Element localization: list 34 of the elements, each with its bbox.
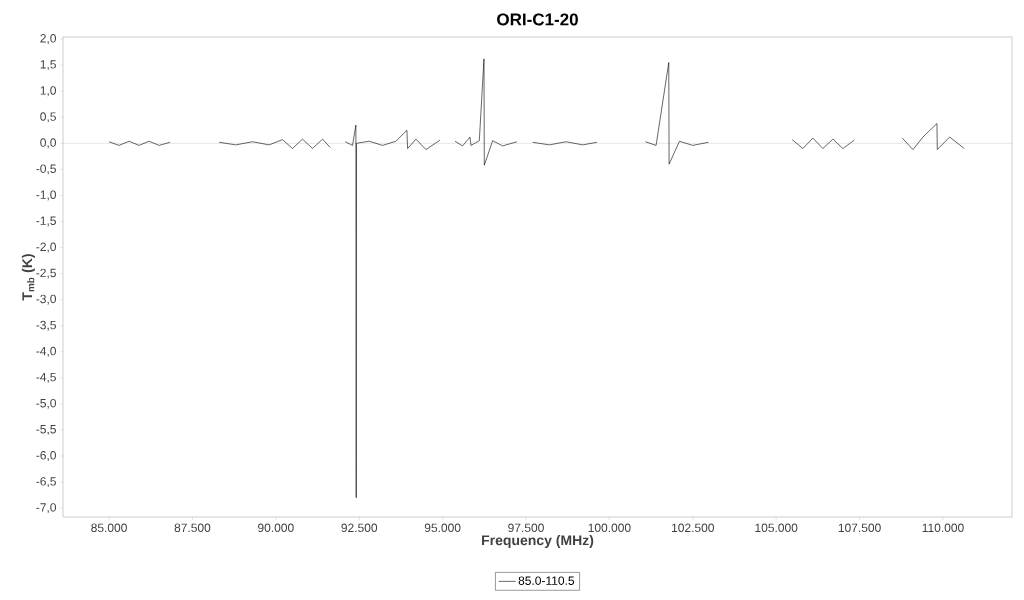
x-tick-label: 110.000 — [922, 523, 964, 533]
x-tick-label: 85.000 — [91, 523, 127, 533]
y-tick-label: -4,5 — [36, 372, 56, 383]
y-tick-label: 0,0 — [40, 138, 57, 149]
y-tick-label: -5,5 — [36, 425, 56, 435]
x-tick-label: 105.000 — [755, 523, 798, 533]
y-tick-label: -0,5 — [36, 164, 56, 175]
x-tick-label: 90.000 — [258, 523, 294, 533]
y-tick-label: -6,0 — [36, 451, 57, 461]
y-tick-label: 1,0 — [40, 86, 57, 97]
y-tick-label: 2,0 — [40, 34, 57, 45]
x-tick-label: 97.500 — [508, 523, 544, 533]
x-axis-title: Frequency (MHz) — [482, 534, 594, 548]
y-tick-label: -3,5 — [36, 320, 56, 331]
y-tick-label: -1,0 — [36, 190, 57, 201]
chart-title: ORI-C1-20 — [497, 13, 578, 26]
y-tick-label: -5,0 — [36, 398, 57, 409]
legend-label: 85.0-110.5 — [518, 576, 575, 585]
y-tick-label: -1,5 — [36, 216, 56, 227]
x-tick-label: 100.000 — [588, 523, 631, 533]
y-axis-title: T$_{mb}$ (K) — [21, 254, 35, 301]
x-tick-label: 102.500 — [672, 523, 714, 533]
x-tick-label: 92.500 — [341, 523, 378, 533]
y-tick-label: -2,0 — [36, 242, 57, 253]
y-tick-label: 0,5 — [40, 112, 56, 123]
x-tick-label: 107.500 — [838, 523, 881, 533]
y-tick-label: -4,0 — [36, 346, 57, 357]
x-tick-label: 87.500 — [174, 523, 211, 533]
y-tick-label: -6,5 — [36, 477, 56, 488]
y-tick-label: 1,5 — [40, 60, 56, 71]
y-tick-label: -2,5 — [36, 268, 56, 279]
y-tick-label: -7,0 — [36, 503, 57, 514]
x-tick-label: 95.000 — [424, 523, 461, 533]
y-tick-label: -3,0 — [36, 294, 57, 305]
